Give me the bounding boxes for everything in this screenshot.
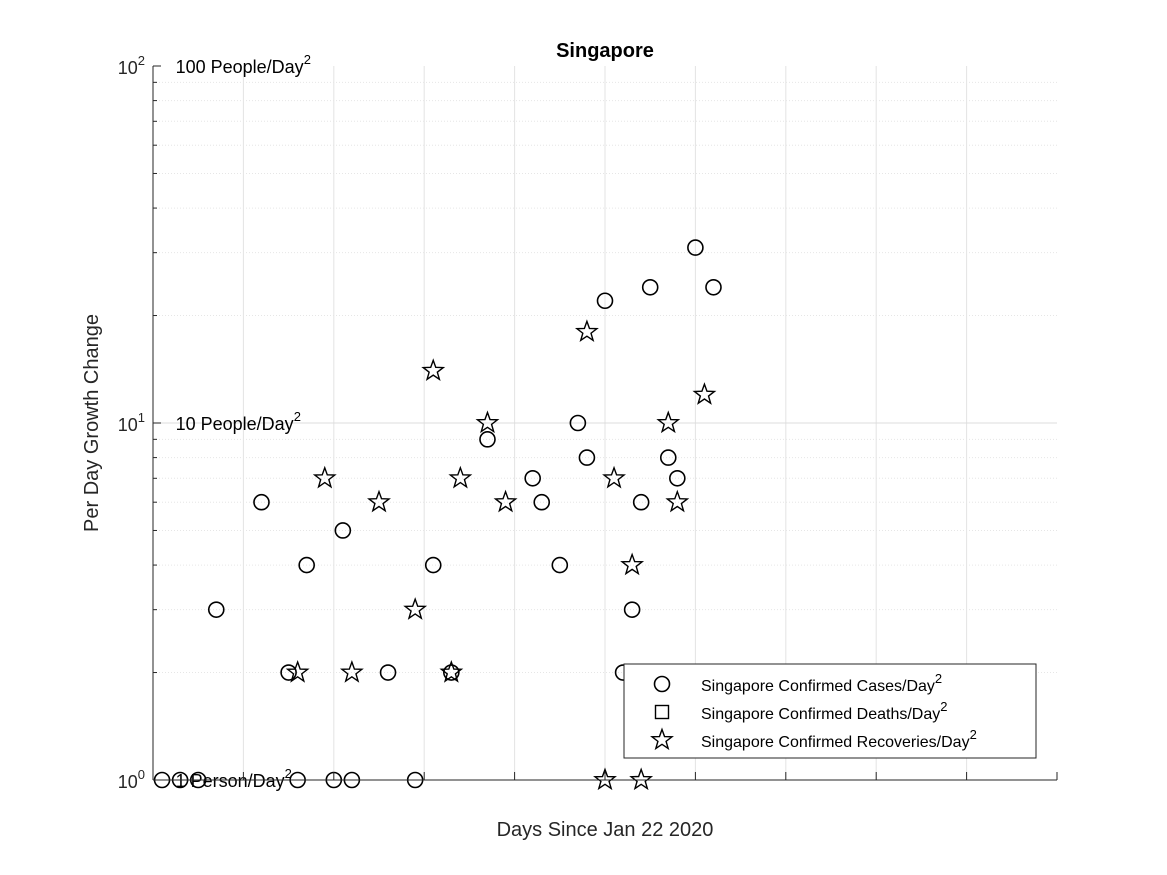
y-tick-base: 10 [118, 772, 138, 792]
star-point [339, 659, 364, 683]
star-point [629, 767, 654, 791]
circle-point [298, 556, 315, 574]
y-tick-exponent: 1 [138, 410, 145, 425]
circle-point [280, 664, 297, 681]
circle-point [687, 239, 704, 256]
star-point [475, 410, 500, 434]
annotation-text: 1 Person/Day [176, 771, 285, 791]
star-point [574, 319, 599, 343]
annotation-text: 10 People/Day [176, 414, 294, 434]
annotation-exponent: 2 [304, 52, 311, 67]
y-tick-label: 101 [118, 410, 145, 435]
legend-entry: Singapore Confirmed Cases/Day2 [701, 671, 942, 695]
legend-entry-exponent: 2 [940, 699, 947, 714]
circle-point [641, 278, 659, 296]
star-point [656, 410, 681, 434]
circle-point [569, 414, 587, 432]
circle-point [253, 493, 270, 511]
circle-point [659, 449, 677, 466]
legend-entry-name: Singapore Confirmed Cases/Day [701, 678, 935, 695]
circle-point [623, 601, 641, 618]
star-point [620, 552, 645, 576]
y-tick-base: 10 [118, 415, 138, 435]
y-tick-label: 102 [118, 53, 145, 78]
star-point [665, 489, 690, 513]
y-tick-exponent: 2 [138, 53, 145, 68]
star-point [493, 489, 518, 513]
legend-square-marker [654, 704, 670, 720]
legend-box [623, 663, 1037, 759]
legend-circle-marker [653, 675, 671, 693]
star-point [448, 465, 473, 489]
legend-entry: Singapore Confirmed Deaths/Day2 [701, 699, 947, 723]
star-point [421, 358, 446, 382]
circle-point [596, 292, 614, 310]
legend-entry-exponent: 2 [935, 671, 942, 686]
annotation-label: 100 People/Day2 [176, 52, 311, 77]
star-point [285, 659, 310, 683]
annotation-label: 10 People/Day2 [176, 409, 301, 434]
star-point [367, 489, 391, 513]
legend-entry-exponent: 2 [970, 727, 977, 742]
star-point [312, 465, 337, 489]
legend-entry-name: Singapore Confirmed Recoveries/Day [701, 734, 970, 751]
annotation-exponent: 2 [294, 409, 301, 424]
star-point [692, 382, 717, 405]
star-point [593, 767, 617, 791]
y-tick-base: 10 [118, 58, 138, 78]
circle-point [705, 278, 722, 296]
annotation-exponent: 2 [285, 766, 292, 781]
y-axis-label: Per Day Growth Change [81, 314, 103, 532]
circle-point [379, 664, 397, 681]
legend-star-marker [650, 727, 674, 751]
chart-title: Singapore [556, 40, 654, 62]
y-tick-label: 100 [118, 767, 145, 792]
circle-point [632, 493, 650, 511]
legend-entry-name: Singapore Confirmed Deaths/Day [701, 706, 940, 723]
circle-point [578, 449, 596, 466]
circle-point [524, 469, 541, 487]
circle-point [207, 601, 225, 618]
star-point [602, 465, 626, 489]
legend: Singapore Confirmed Cases/Day2Singapore … [623, 663, 1037, 759]
circle-point [334, 522, 352, 539]
annotation-label: 1 Person/Day2 [176, 766, 292, 791]
data-points [153, 239, 722, 791]
circle-point [443, 664, 460, 681]
circle-point [479, 431, 496, 448]
star-point [439, 659, 464, 683]
x-axis-label: Days Since Jan 22 2020 [497, 819, 714, 841]
circle-point [533, 493, 551, 511]
circle-point [551, 556, 569, 574]
star-point [403, 597, 428, 620]
circle-point [424, 556, 442, 574]
circle-point [669, 469, 686, 487]
legend-entry: Singapore Confirmed Recoveries/Day2 [701, 727, 977, 751]
y-tick-exponent: 0 [138, 767, 145, 782]
annotation-text: 100 People/Day [176, 57, 304, 77]
